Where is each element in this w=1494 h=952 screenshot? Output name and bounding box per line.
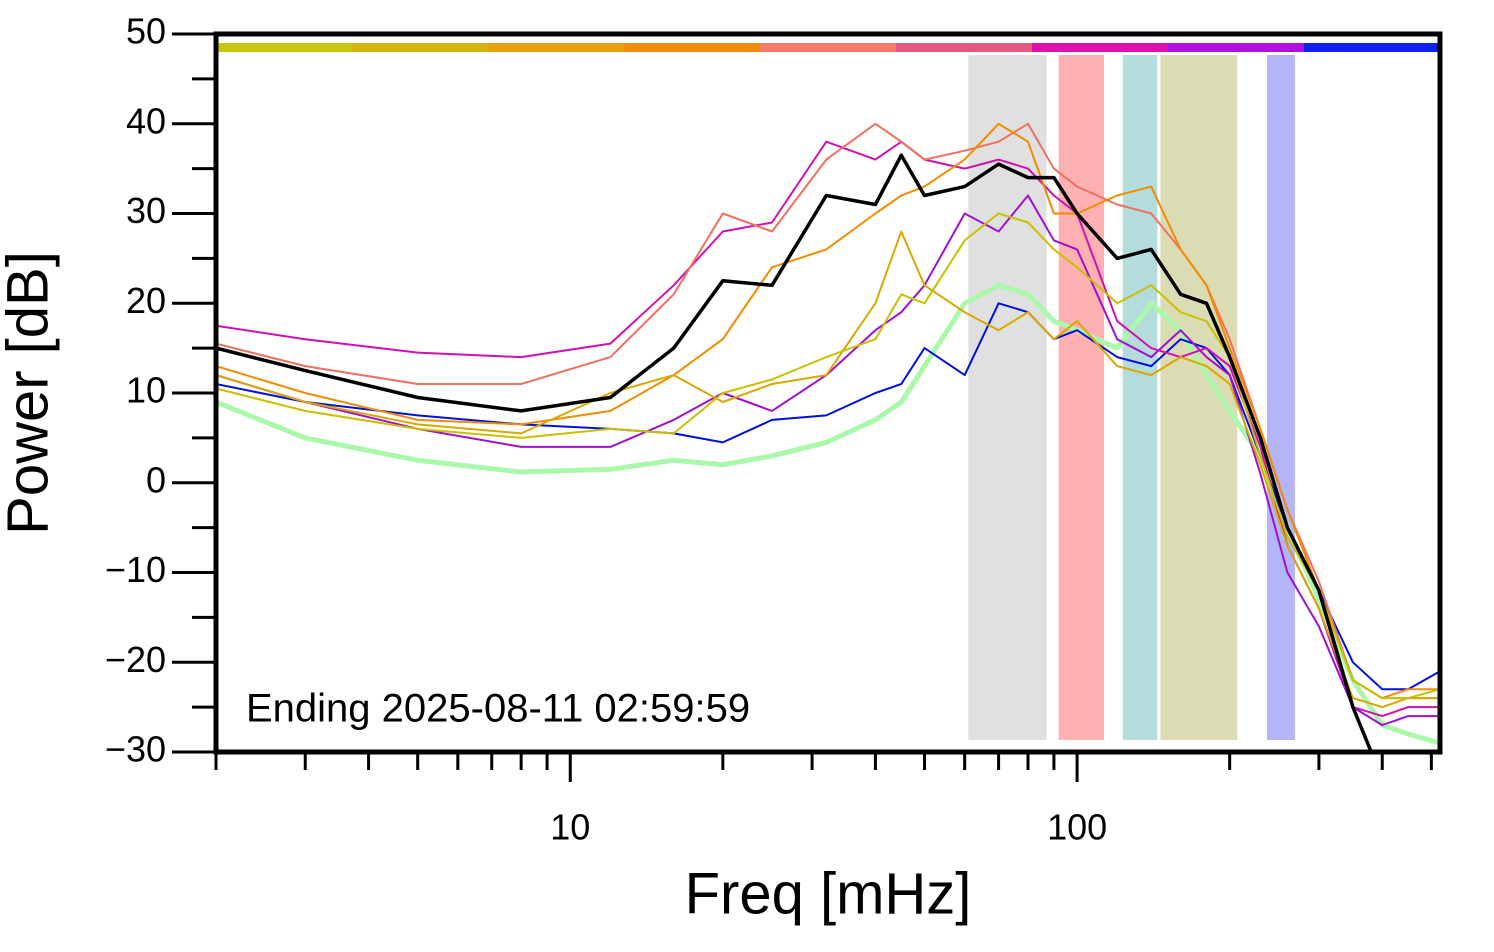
colorbar-segment (1168, 43, 1305, 52)
frequency-band (1160, 55, 1238, 740)
plot-frame (213, 31, 1443, 755)
spectrum-line (216, 212, 1440, 700)
x-axis-label: Freq [mHz] (685, 861, 972, 926)
y-tick-label: 0 (146, 459, 166, 500)
x-tick-label: 100 (1047, 807, 1107, 848)
colorbar-segment (488, 43, 625, 52)
colorbar-segment (1032, 43, 1169, 52)
colorbar-segment (896, 43, 1033, 52)
y-axis-label: Power [dB] (0, 251, 60, 535)
colorbar-segment (760, 43, 897, 52)
y-tick-label: 30 (126, 190, 166, 231)
y-tick-label: 20 (126, 280, 166, 321)
spectrum-line (216, 282, 1440, 746)
frequency-band (1122, 55, 1158, 740)
frequency-band (1058, 55, 1105, 740)
spectrum-line (216, 122, 1440, 700)
colorbar-segment (352, 43, 489, 52)
colorbar-segment (624, 43, 761, 52)
spectrum-line (216, 230, 1440, 709)
frequency-band (1267, 55, 1295, 740)
y-tick-label: −20 (105, 639, 166, 680)
spectrum-line (216, 194, 1440, 727)
spectrum-line (216, 153, 1374, 752)
colorbar-segment (216, 43, 353, 52)
y-tick-label: −30 (105, 729, 166, 770)
y-tick-label: 10 (126, 370, 166, 411)
spectrum-line (216, 122, 1440, 700)
x-tick-label: 10 (550, 807, 590, 848)
colorbar-segment (1304, 43, 1441, 52)
annotation: Ending 2025-08-11 02:59:59 (246, 687, 750, 731)
y-tick-label: 40 (126, 100, 166, 141)
y-tick-label: −10 (105, 549, 166, 590)
y-tick-label: 50 (126, 11, 166, 52)
spectrum-line (216, 302, 1440, 691)
